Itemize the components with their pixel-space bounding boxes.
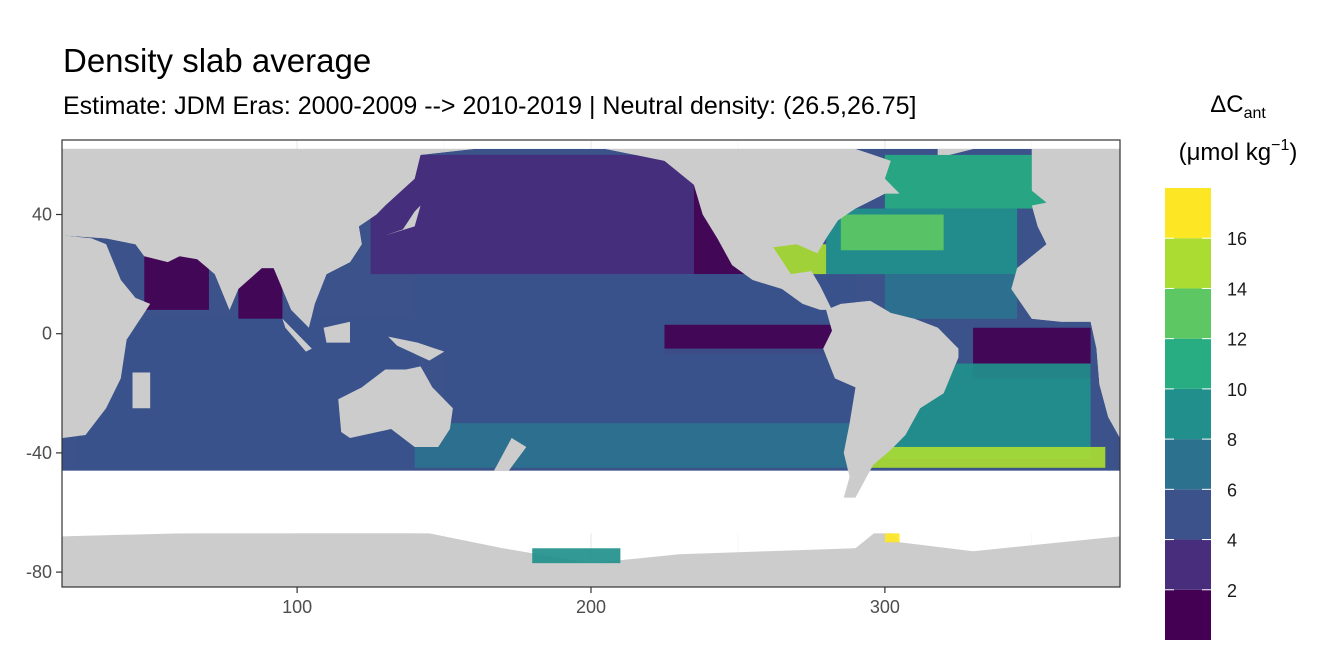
- legend-tick-label: 8: [1227, 430, 1237, 450]
- region-cell: [414, 423, 856, 468]
- land-eurasia-overlay: [62, 148, 474, 328]
- land-newzealand-overlay: [494, 438, 527, 471]
- legend-swatch: [1165, 489, 1211, 540]
- land-southamerica-overlay: [823, 300, 959, 498]
- legend-tick-label: 4: [1227, 531, 1237, 551]
- x-tick-label: 200: [576, 597, 606, 617]
- legend-swatch: [1165, 238, 1211, 289]
- land-australia-overlay: [338, 366, 453, 447]
- y-tick-label: 40: [32, 205, 52, 225]
- land-northamerica-overlay: [605, 148, 900, 310]
- legend-swatch: [1165, 388, 1211, 440]
- chart-subtitle: Estimate: JDM Eras: 2000-2009 --> 2010-2…: [63, 92, 917, 120]
- legend-swatch: [1165, 439, 1211, 490]
- region-layer: [62, 148, 1120, 564]
- region-cell: [532, 548, 621, 564]
- y-tick-label: -80: [26, 562, 52, 582]
- region-cell: [144, 256, 209, 310]
- legend-tick-label: 12: [1227, 330, 1247, 350]
- y-tick-label: -40: [26, 443, 52, 463]
- legend-swatch: [1165, 589, 1211, 640]
- land-borneo-overlay: [323, 321, 351, 343]
- x-tick-label: 300: [870, 597, 900, 617]
- legend-unit: (μmol kg−1): [1179, 137, 1298, 166]
- legend-tick-label: 2: [1227, 581, 1237, 601]
- legend-tick-label: 14: [1227, 279, 1247, 299]
- region-cell: [884, 274, 1018, 319]
- region-cell: [884, 533, 900, 543]
- legend-swatch: [1165, 539, 1211, 590]
- land-greenland-overlay: [937, 148, 974, 155]
- region-cell: [370, 154, 694, 275]
- x-tick-label: 100: [282, 597, 312, 617]
- legend-tick-label: 10: [1227, 380, 1247, 400]
- region-cell: [884, 154, 1047, 209]
- y-tick-label: 0: [42, 324, 52, 344]
- legend-tick-label: 16: [1227, 229, 1247, 249]
- legend-swatch: [1165, 288, 1211, 339]
- land-africa-overlay: [62, 148, 151, 438]
- land-japan-overlay: [385, 205, 421, 236]
- land-sumatra-overlay: [282, 318, 312, 352]
- land-europe-africa-east-overlay: [1011, 148, 1120, 438]
- land-madagascar-overlay: [132, 372, 151, 409]
- chart-title: Density slab average: [63, 42, 372, 79]
- legend: ΔCant (μmol kg−1) 2 4 6 8 10 12 14 16: [1165, 91, 1297, 640]
- legend-tick-label: 6: [1227, 480, 1237, 500]
- legend-title: ΔCant: [1210, 91, 1266, 122]
- region-cell: [870, 446, 1106, 468]
- legend-swatch: [1165, 338, 1211, 389]
- nodata-band: [62, 470, 1120, 534]
- land-antarctica-coast: [62, 533, 1120, 587]
- legend-swatch: [1165, 188, 1211, 239]
- region-cell: [840, 214, 944, 251]
- land-newguinea-overlay: [388, 336, 445, 361]
